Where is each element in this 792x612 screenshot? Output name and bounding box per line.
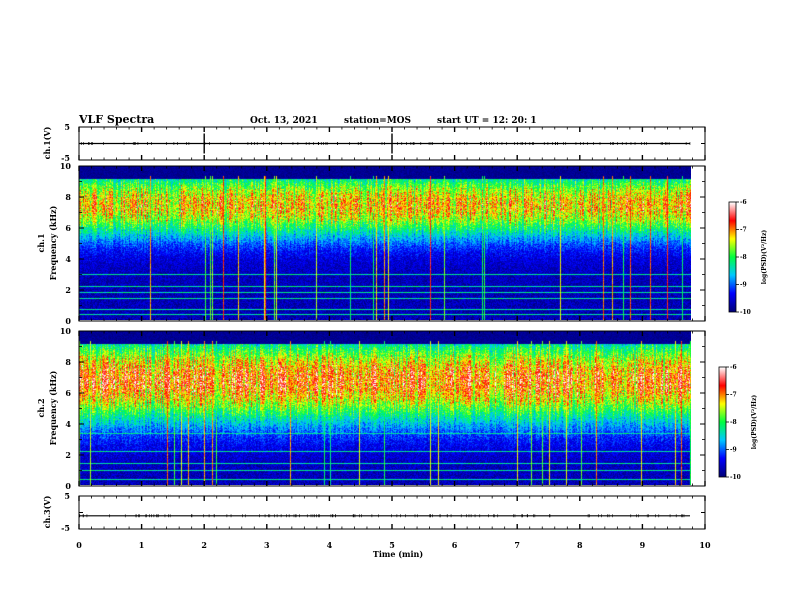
ch2-frequency-ticklabels: 0 2 4 6 8 10 — [60, 326, 705, 491]
time-axis-ticklabel: 5 — [389, 540, 395, 550]
colorbar-ticklabel: -9 — [730, 447, 737, 454]
ch1-frequency-ylabel: Frequency (kHz) — [48, 205, 58, 280]
colorbar-ticklabel: -10 — [730, 474, 741, 481]
ch1-voltage-panel: 5 -5 ch.1(V) — [42, 122, 706, 163]
frequency-ticklabel: 10 — [60, 161, 72, 171]
frequency-ticklabel: 8 — [65, 357, 71, 367]
ch2-colorbar-ticks: -6 -7 -8 -9 -10 — [726, 364, 741, 481]
colorbar-ticklabel: -6 — [740, 199, 747, 206]
ch3-voltage-panel: 5 -5 ch.3(V) — [42, 491, 706, 533]
ch1-spectrogram-image — [79, 166, 691, 320]
frequency-ticklabel: 4 — [65, 419, 71, 429]
ch2-spectrogram-image — [79, 331, 691, 485]
figure-title: VLF Spectra — [78, 113, 154, 126]
colorbar-ticklabel: -8 — [740, 254, 747, 261]
date-label: Oct. 13, 2021 — [250, 116, 318, 126]
ch1-channel-label: ch.1 — [36, 233, 46, 252]
ch1-spectrogram-panel: 0 2 4 6 8 10 ch.1 Frequency (kHz) — [36, 161, 706, 326]
ch1-colorbar-ticks: -6 -7 -8 -9 -10 — [736, 199, 751, 316]
ch3-ytick-neg5: -5 — [61, 523, 70, 533]
time-axis-ticklabel: 4 — [327, 540, 333, 550]
frequency-ticklabel: 6 — [65, 388, 71, 398]
frequency-ticklabel: 2 — [65, 285, 71, 295]
time-axis-label: Time (min) — [373, 549, 423, 559]
colorbar-ticklabel: -9 — [740, 282, 747, 289]
ch1-colorbar: -6 -7 -8 -9 -10 log(PSD)(V²/Hz) — [728, 199, 768, 316]
ch2-colorbar-label: log(PSD)(V²/Hz) — [751, 395, 758, 450]
ch1-voltage-trace — [79, 126, 705, 161]
colorbar-ticklabel: -8 — [730, 419, 737, 426]
ch1-spectrogram-ticks — [78, 166, 706, 321]
frequency-ticklabel: 0 — [65, 481, 71, 491]
station-label: station=MOS — [344, 116, 411, 126]
ch2-channel-label: ch.2 — [36, 398, 46, 417]
ch3-voltage-trace — [79, 495, 705, 530]
ch1-ytick-neg5: -5 — [61, 153, 70, 163]
frequency-ticklabel: 8 — [65, 192, 71, 202]
time-axis-ticklabel: 10 — [699, 540, 711, 550]
ch1-ytick-5: 5 — [64, 122, 70, 132]
time-axis-ticklabel: 3 — [264, 540, 270, 550]
ch2-spectrogram-panel: 0 2 4 6 8 10 ch.2 Frequency (kHz) — [36, 326, 706, 491]
ch3-voltage-ylabel: ch.3(V) — [42, 495, 52, 528]
ch1-voltage-ylabel: ch.1(V) — [42, 126, 52, 159]
ch1-colorbar-label: log(PSD)(V²/Hz) — [761, 230, 768, 285]
time-axis-ticklabel: 2 — [201, 540, 207, 550]
ch2-spectrogram-ticks — [78, 331, 706, 486]
frequency-ticklabel: 6 — [65, 223, 71, 233]
ch2-colorbar-gradient — [719, 367, 726, 477]
frequency-ticklabel: 0 — [65, 316, 71, 326]
ch2-frequency-ylabel: Frequency (kHz) — [48, 370, 58, 445]
time-axis-ticklabel: 8 — [577, 540, 583, 550]
ch1-frequency-ticklabels: 0 2 4 6 8 10 — [60, 161, 705, 326]
time-axis-ticklabels: 0 1 2 3 4 5 6 7 8 9 10 — [76, 540, 711, 550]
ch3-axis-ticks — [78, 496, 706, 529]
colorbar-ticklabel: -7 — [730, 392, 737, 399]
time-axis-ticklabel: 6 — [452, 540, 458, 550]
ch3-ytick-5: 5 — [64, 491, 70, 501]
colorbar-ticklabel: -10 — [740, 309, 751, 316]
ch1-colorbar-gradient — [729, 202, 736, 312]
time-axis-ticklabel: 0 — [76, 540, 82, 550]
start-time-label: start UT = 12: 20: 1 — [437, 116, 537, 126]
time-axis-ticklabel: 7 — [514, 540, 520, 550]
frequency-ticklabel: 4 — [65, 254, 71, 264]
frequency-ticklabel: 10 — [60, 326, 72, 336]
time-axis-ticklabel: 9 — [640, 540, 646, 550]
ch2-colorbar: -6 -7 -8 -9 -10 log(PSD)(V²/Hz) — [718, 364, 758, 481]
colorbar-ticklabel: -6 — [730, 364, 737, 371]
time-axis-ticklabel: 1 — [139, 540, 145, 550]
ch1-axis-ticks — [78, 127, 706, 160]
colorbar-ticklabel: -7 — [740, 227, 747, 234]
frequency-ticklabel: 2 — [65, 450, 71, 460]
